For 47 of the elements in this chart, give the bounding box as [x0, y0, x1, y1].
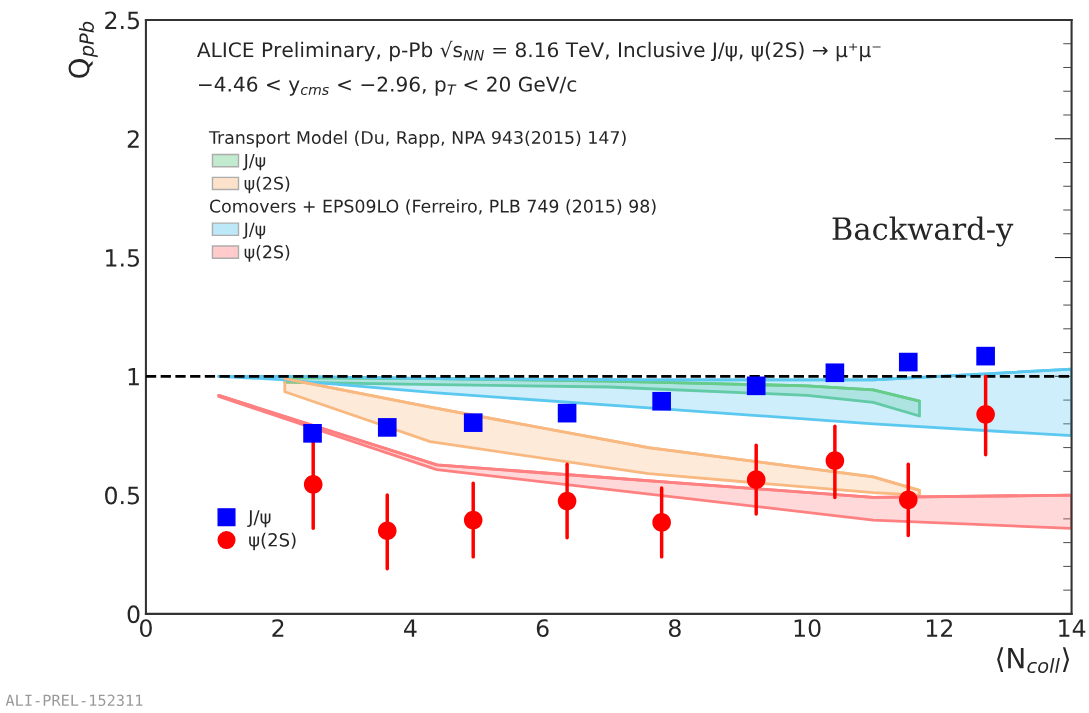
point: [746, 470, 766, 489]
y-tick-label: 1.5: [106, 249, 139, 267]
point: [898, 352, 918, 372]
annotation: Transport Model (Du, Rapp, NPA 943(2015) 147): [208, 130, 626, 148]
y-tick-label: 1: [128, 368, 139, 386]
legend-label: J/ψ: [247, 510, 271, 528]
x-tick-label: 6: [536, 619, 549, 638]
x-tick-label: 10: [794, 619, 821, 638]
x-tick-label: 14: [1059, 619, 1086, 637]
y-tick-label: 0.5: [105, 486, 139, 505]
y-tick-label: 2.5: [105, 11, 139, 30]
point: [652, 391, 671, 411]
point: [557, 491, 577, 511]
x-axis-title: ⟨N$_{coll}$⟩: [997, 647, 1070, 674]
point: [976, 346, 995, 366]
point: [303, 475, 323, 494]
point: [825, 363, 845, 383]
point: [303, 424, 322, 443]
point: [976, 405, 995, 424]
point: [825, 451, 845, 470]
annotation: −4.46 < y$_{cms}$ < −2.96, p$_{T}$ < 20 GeV/c: [198, 76, 577, 96]
legend-label: J/ψ: [242, 154, 266, 171]
x-tick-label: 0: [139, 619, 152, 638]
y-tick-label: 2: [127, 130, 139, 148]
point: [377, 521, 397, 541]
point: [377, 418, 397, 437]
point: [557, 403, 577, 423]
annotation: Backward-y: [832, 216, 1014, 247]
point: [463, 510, 483, 530]
x-tick-label: 8: [668, 619, 681, 638]
x-tick-label: 2: [272, 619, 284, 637]
annotation: ALICE Preliminary, p-Pb √s$_{NN}$ = 8.16 TeV, Inclusive J/ψ, ψ(2S) → μ⁺μ⁻: [196, 40, 881, 62]
legend-label: ψ(2S): [244, 245, 290, 262]
text: ALI-PREL-152311: [5, 694, 143, 707]
point: [463, 413, 483, 432]
legend-label: J/ψ: [242, 222, 266, 239]
x-tick-label: 12: [926, 619, 952, 637]
point: [746, 376, 766, 396]
annotation: Comovers + EPS09LO (Ferreiro, PLB 749 (2015) 98): [209, 199, 656, 215]
legend-label: ψ(2S): [249, 532, 296, 551]
x-tick-label: 4: [404, 619, 417, 637]
point: [898, 490, 918, 510]
line-series: [217, 393, 1072, 499]
point: [652, 513, 671, 532]
y-tick-label: 0: [127, 605, 140, 624]
legend-label: ψ(2S): [244, 176, 290, 194]
y-axis-title: Q$_{pPb}$: [68, 21, 98, 78]
